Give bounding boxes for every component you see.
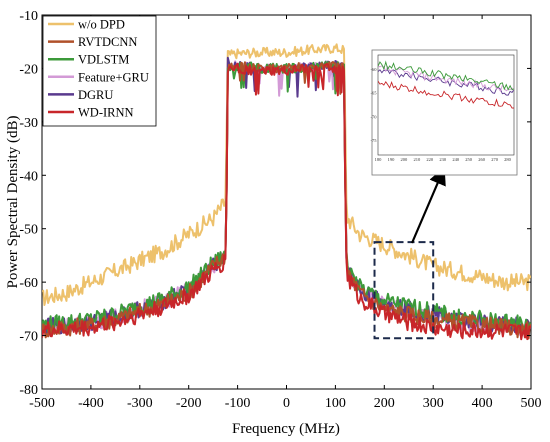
x-tick-label: 300 [423,396,444,411]
x-axis-label: Frequency (MHz) [232,421,340,437]
series-line-wd-irnn [42,62,531,341]
inset-x-tick-label: 220 [426,157,434,162]
x-tick-label: -500 [29,396,55,411]
legend-entry: WD-IRNN [78,106,134,120]
inset-series-layer [378,60,514,109]
inset-x-tick-label: 190 [388,157,396,162]
inset-x-tick-label: 180 [375,157,383,162]
inset-x-tick-label: 230 [439,157,447,162]
series-line-w-o-dpd [42,43,531,306]
inset-y-tick-label: -65 [371,91,378,96]
inset-y-tick-label: -75 [371,138,378,143]
inset-x-tick-label: 260 [478,157,486,162]
legend-box [42,15,157,127]
inset-ticks-layer: 180 190 200 210 220 230 240 250 260 270 280 -60 -65 -… [371,67,512,162]
inset-line-feature-gru [378,65,514,93]
x-tick-label: -100 [225,396,251,411]
y-tick-label: -40 [19,169,38,184]
y-tick-label: -30 [19,116,38,131]
inset-plot: 180 190 200 210 220 230 240 250 260 270 280 -60 -65 -… [371,49,518,176]
x-tick-label: -200 [176,396,202,411]
x-tick-label: 100 [325,396,346,411]
x-tick-label: 0 [283,396,290,411]
x-tick-label: 400 [472,396,493,411]
inset-x-tick-label: 240 [452,157,460,162]
inset-x-tick-label: 210 [413,157,421,162]
x-tick-label: -400 [78,396,104,411]
legend-entry: w/o DPD [78,18,125,32]
y-tick-label: -70 [19,330,38,345]
y-tick-label: -60 [19,276,38,291]
zoom-arrow [410,166,446,244]
inset-x-tick-label: 200 [401,157,409,162]
inset-x-tick-label: 250 [465,157,473,162]
legend: w/o DPD RVTDCNN VDLSTM Feature+GRU DGRU WD-IR… [42,15,157,127]
x-tick-label: 200 [374,396,395,411]
legend-entry: DGRU [78,88,113,102]
inset-y-tick-label: -70 [371,114,378,119]
x-tick-label: 500 [521,396,542,411]
y-axis-label: Power Spectral Density (dB) [5,116,21,289]
legend-entry: Feature+GRU [78,70,149,84]
inset-x-tick-label: 280 [504,157,512,162]
y-tick-label: -80 [19,383,38,398]
y-tick-label: -20 [19,62,38,77]
inset-x-tick-label: 270 [491,157,499,162]
inset-line-vdlstm [378,60,514,91]
inset-y-tick-label: -60 [371,67,378,72]
series-line-rvtdcnn [42,61,531,340]
legend-entry: VDLSTM [78,53,129,67]
inset-line-wd-irnn [378,80,514,109]
series-layer [42,43,531,341]
ticks-layer: -500 -400 -300 -200 -100 0 100 200 300 400 500 -10 -… [19,9,541,411]
y-tick-label: -50 [19,223,38,238]
y-tick-label: -10 [19,9,38,24]
legend-entry: RVTDCNN [78,35,137,49]
x-tick-label: -300 [127,396,153,411]
